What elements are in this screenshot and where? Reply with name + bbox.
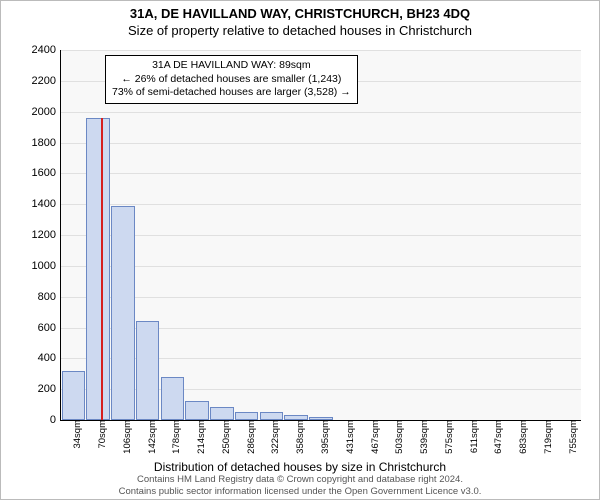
histogram-bar: [185, 401, 209, 420]
x-tick-label: 683sqm: [518, 420, 529, 460]
y-tick-label: 1200: [16, 229, 56, 241]
x-tick-label: 250sqm: [221, 420, 232, 460]
x-tick-label: 286sqm: [246, 420, 257, 460]
gridline: [61, 50, 581, 51]
x-tick-label: 575sqm: [444, 420, 455, 460]
x-tick-label: 755sqm: [568, 420, 579, 460]
gridline: [61, 112, 581, 113]
y-tick-label: 1600: [16, 167, 56, 179]
y-tick-label: 200: [16, 383, 56, 395]
histogram-bar: [161, 377, 185, 420]
histogram-bar: [260, 412, 284, 420]
x-tick-label: 358sqm: [295, 420, 306, 460]
x-tick-label: 611sqm: [469, 420, 480, 460]
gridline: [61, 204, 581, 205]
x-tick-label: 467sqm: [370, 420, 381, 460]
x-tick-label: 647sqm: [493, 420, 504, 460]
y-tick-label: 1000: [16, 260, 56, 272]
x-tick-label: 395sqm: [320, 420, 331, 460]
histogram-bar: [62, 371, 86, 420]
x-tick-label: 178sqm: [171, 420, 182, 460]
histogram-bar: [210, 407, 234, 420]
x-tick-label: 142sqm: [147, 420, 158, 460]
x-tick-label: 431sqm: [345, 420, 356, 460]
y-tick-label: 1800: [16, 137, 56, 149]
footer-line1: Contains HM Land Registry data © Crown c…: [14, 474, 586, 485]
info-line-larger: 73% of semi-detached houses are larger (…: [112, 86, 351, 100]
histogram-bar: [111, 206, 135, 420]
footer-line2: Contains public sector information licen…: [14, 486, 586, 497]
y-tick-label: 2400: [16, 44, 56, 56]
y-tick-label: 800: [16, 291, 56, 303]
histogram-bar: [136, 321, 160, 420]
plot-area: [60, 50, 581, 421]
histogram-bar: [86, 118, 110, 420]
histogram-bar: [235, 412, 259, 420]
marker-info-box: 31A DE HAVILLAND WAY: 89sqm ← 26% of det…: [105, 55, 358, 104]
x-tick-label: 106sqm: [122, 420, 133, 460]
x-tick-label: 34sqm: [72, 420, 83, 460]
x-tick-label: 322sqm: [270, 420, 281, 460]
y-tick-label: 2200: [16, 75, 56, 87]
info-line-property: 31A DE HAVILLAND WAY: 89sqm: [112, 59, 351, 73]
gridline: [61, 143, 581, 144]
x-axis-label: Distribution of detached houses by size …: [0, 460, 600, 474]
y-tick-label: 600: [16, 322, 56, 334]
gridline: [61, 235, 581, 236]
gridline: [61, 297, 581, 298]
gridline: [61, 266, 581, 267]
info-line-smaller: ← 26% of detached houses are smaller (1,…: [112, 73, 351, 87]
property-marker-line: [101, 118, 103, 420]
y-tick-label: 2000: [16, 106, 56, 118]
x-tick-label: 70sqm: [97, 420, 108, 460]
x-tick-label: 719sqm: [543, 420, 554, 460]
x-tick-label: 503sqm: [394, 420, 405, 460]
copyright-footer: Contains HM Land Registry data © Crown c…: [14, 474, 586, 497]
gridline: [61, 173, 581, 174]
x-tick-label: 539sqm: [419, 420, 430, 460]
y-tick-label: 1400: [16, 198, 56, 210]
x-tick-label: 214sqm: [196, 420, 207, 460]
y-tick-label: 400: [16, 352, 56, 364]
y-tick-label: 0: [16, 414, 56, 426]
